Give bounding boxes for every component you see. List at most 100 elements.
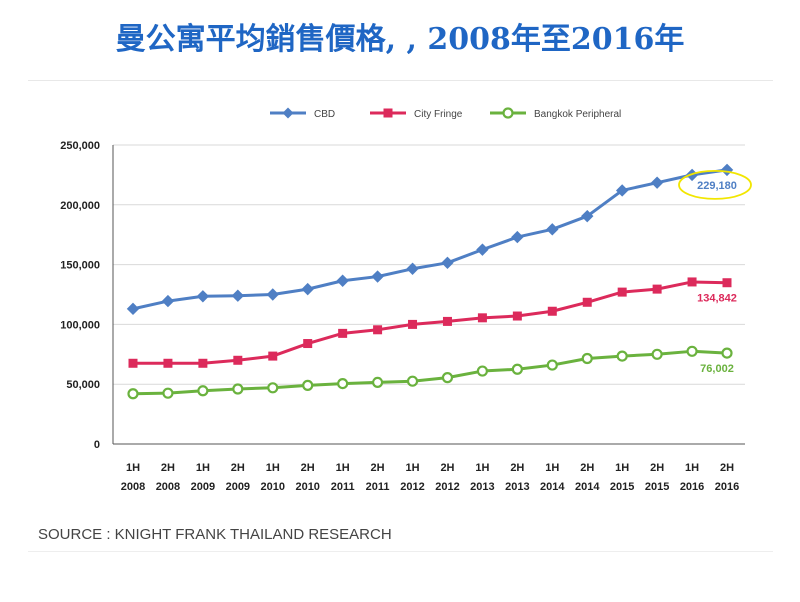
x-tick-label: 2015 [610,481,634,493]
data-point [266,288,279,301]
x-tick-label: 1H [336,462,350,474]
data-point [127,388,139,400]
data-point [302,379,314,391]
data-point [615,184,629,197]
legend-marker [282,107,294,119]
page-title: 曼公寓平均銷售價格, , 2008年至2016年 [115,22,685,57]
legend-label: CBD [314,109,335,120]
data-point [651,348,663,360]
series-line [132,349,728,396]
x-tick-label: 2012 [400,481,424,493]
end-data-label: 76,002 [700,363,734,375]
data-point [163,358,173,368]
data-point [408,319,418,329]
data-point [511,363,523,375]
x-tick-label: 2008 [121,481,145,493]
x-tick-label: 1H [615,462,629,474]
data-point [441,256,454,270]
x-tick-label: 2013 [470,481,494,493]
series-line [133,280,728,365]
x-tick-label: 2H [301,462,315,474]
x-tick-label: 2012 [435,481,459,493]
data-point [338,328,348,338]
x-tick-label: 2013 [505,481,529,493]
data-point [512,311,522,321]
highlight-ellipse [678,170,752,200]
data-point [581,209,594,223]
data-point [686,345,698,357]
legend-label: City Fringe [414,109,463,120]
chart-data-labels: 229,180 134,842 76,002 [678,170,752,375]
legend-label: Bangkok Peripheral [534,109,621,120]
x-tick-label: 2015 [645,481,669,493]
x-tick-label: 2014 [575,481,600,493]
data-point [546,223,559,236]
data-point [652,284,662,294]
data-point [197,385,209,397]
x-tick-label: 2009 [191,481,215,493]
x-tick-label: 1H [126,462,140,474]
legend-marker [502,107,514,119]
x-tick-label: 2016 [715,481,739,493]
x-tick-label: 2H [720,462,734,474]
data-point [687,277,697,287]
data-point [582,297,592,307]
y-tick-label: 0 [94,439,100,451]
x-tick-label: 1H [196,462,210,474]
x-tick-label: 1H [685,462,699,474]
data-point [128,358,138,368]
x-tick-label: 2H [371,462,385,474]
x-tick-label: 2008 [156,481,180,493]
data-point [581,352,593,365]
y-tick-label: 250,000 [60,140,100,152]
x-tick-label: 2014 [540,481,565,493]
x-tick-label: 2010 [261,481,285,493]
y-tick-label: 50,000 [66,379,100,391]
data-point [722,278,732,288]
data-point [616,350,628,362]
data-point [406,375,419,387]
series-line [132,168,728,311]
data-point [371,376,384,389]
x-tick-label: 1H [475,462,489,474]
x-tick-label: 2011 [331,481,355,493]
data-point [477,313,487,323]
end-data-label: 229,180 [697,180,737,192]
x-tick-label: 1H [266,462,280,474]
x-tick-label: 1H [545,462,559,474]
x-tick-label: 2010 [295,481,319,493]
data-point [303,339,313,349]
data-point [720,163,734,177]
x-tick-label: 2H [161,462,175,474]
data-point [233,355,243,365]
data-point [650,176,664,189]
data-point [161,294,175,308]
x-tick-label: 2H [510,462,524,474]
data-point [231,289,245,302]
x-tick-label: 2H [580,462,594,474]
source-note: SOURCE : KNIGHT FRANK THAILAND RESEARCH [38,526,392,543]
chart-axes: 0 50,000 100,000 150,000 200,000 250,000 1H 200… [60,140,745,493]
chart-series [126,163,734,400]
data-point [126,302,140,316]
chart-legend: CBD City Fringe Bangkok Peripheral [270,107,621,120]
data-point [373,325,383,335]
end-data-label: 134,842 [697,293,737,305]
data-point [441,372,454,384]
y-tick-label: 100,000 [60,319,100,331]
data-point [617,287,627,297]
x-tick-label: 2H [650,462,664,474]
data-point [721,347,733,359]
data-point [198,358,208,368]
data-point [162,387,174,399]
data-point [232,383,244,395]
data-point [476,365,489,377]
data-point [301,282,314,296]
x-tick-label: 2H [231,462,245,474]
x-tick-label: 1H [405,462,419,474]
data-point [511,230,524,244]
chart-panel [28,80,773,552]
y-tick-label: 150,000 [60,260,100,272]
data-point [196,290,210,303]
